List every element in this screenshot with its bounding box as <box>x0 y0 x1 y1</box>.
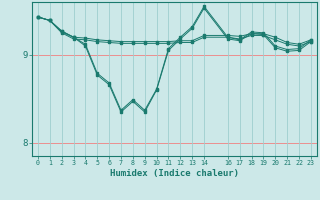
X-axis label: Humidex (Indice chaleur): Humidex (Indice chaleur) <box>110 169 239 178</box>
